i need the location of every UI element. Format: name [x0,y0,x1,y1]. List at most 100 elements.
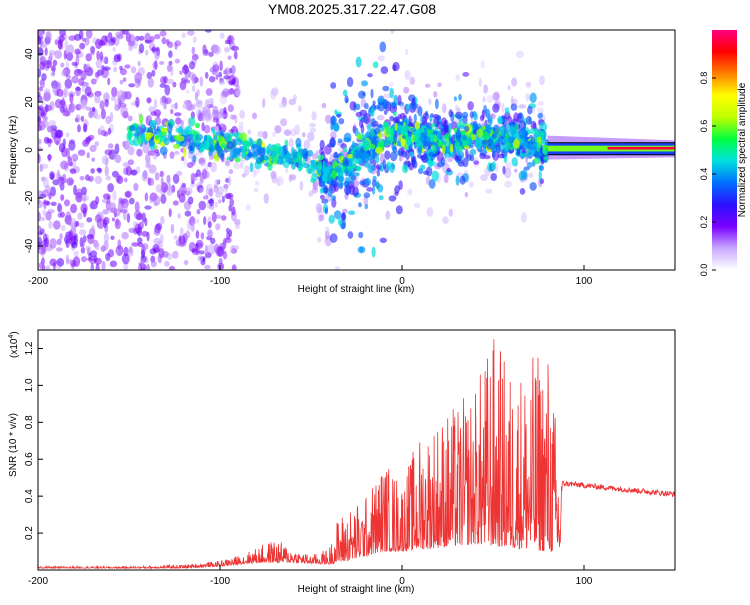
spectrogram-point [128,44,133,52]
spectrogram-point [81,256,87,263]
spectrogram-point [43,237,50,248]
spectrogram-point [402,163,409,174]
spectrogram-point [359,180,366,186]
spectrogram-point [409,127,416,133]
spectrogram-point [364,102,369,110]
spectrogram-point [298,161,304,171]
spectrogram-point [263,193,269,204]
spectrogram-point [519,188,526,195]
spectrogram-point [154,49,160,60]
spectrogram-point [425,83,431,88]
spectrogram-point [329,233,338,243]
spectrogram-point [529,182,537,191]
spectrogram-point [317,165,322,171]
spectrogram-point [443,139,451,147]
spectrogram-point [178,193,186,203]
spectrogram-point [70,203,78,214]
spectrogram-point [78,30,84,40]
spectrogram-y-tick-label: 40 [24,48,35,60]
spectrogram-point [290,128,297,137]
spectrogram-point [120,105,128,117]
spectrogram-point [233,162,241,170]
spectrogram-point [413,113,417,123]
spectrogram-point [60,160,69,170]
spectrogram-y-axis-label: Frequency (Hz) [8,116,19,185]
spectrogram-point [152,151,158,160]
spectrogram-point [478,77,483,87]
spectrogram-point [511,77,518,87]
spectrogram-point [309,127,317,133]
spectrogram-point [452,134,456,139]
spectrogram-point [442,216,449,225]
spectrogram-point [208,188,214,197]
spectrogram-point [205,111,213,122]
spectrogram-point [288,98,297,106]
spectrogram-point [216,190,221,196]
spectrogram-point [392,145,396,153]
spectrogram-point [57,178,64,187]
spectrogram-point [56,169,61,178]
spectrogram-point [121,30,129,35]
spectrogram-point [515,50,524,59]
spectrogram-point [355,165,362,172]
spectrogram-point [342,147,348,153]
spectrogram-point [39,261,44,270]
spectrogram-point [75,114,81,123]
spectrogram-point [241,145,246,157]
spectrogram-point [288,138,294,148]
spectrogram-point [309,122,316,128]
spectrogram-point [195,230,200,239]
spectrogram-point [536,141,541,153]
spectrogram-point [156,112,161,119]
spectrogram-point [169,266,174,270]
spectrogram-point [50,124,54,134]
spectrogram-point [149,120,158,127]
spectrogram-point [198,200,207,211]
spectrogram-points [38,30,675,270]
spectrogram-point [390,151,398,162]
spectrogram-point [218,80,225,86]
spectrogram-point [202,106,208,116]
spectrogram-point [38,111,41,118]
spectrogram-point [344,166,349,177]
spectrogram-point [256,138,262,149]
spectrogram-point [253,188,259,193]
spectrogram-point [231,264,237,270]
spectrogram-point [86,217,93,223]
spectrogram-point [94,141,100,147]
spectrogram-point [205,88,213,96]
spectrogram-point [94,114,101,120]
spectrogram-point [378,195,384,201]
spectrogram-point [128,83,136,88]
spectrogram-point [193,142,197,148]
spectrogram-point [224,67,230,77]
spectrogram-point [66,177,74,186]
spectrogram-point [429,113,433,123]
spectrogram-point [338,176,345,182]
spectrogram-point [208,51,214,57]
spectrogram-point [128,197,135,205]
spectrogram-point [371,246,376,258]
spectrogram-point [373,105,381,110]
spectrogram-point [84,86,92,97]
spectrogram-point [348,159,353,167]
spectrogram-point [131,242,140,247]
spectrogram-point [38,115,42,125]
spectrogram-point [492,103,500,113]
spectrogram-point [48,138,53,144]
spectrogram-point [49,258,57,267]
spectrogram-point [193,102,202,108]
spectrogram-point [419,164,426,171]
spectrogram-point [77,124,81,133]
spectrogram-point [172,143,181,149]
spectrogram-point [147,77,154,88]
spectrogram-point [177,213,181,219]
spectrogram-point [179,226,184,237]
spectrogram-point [111,86,118,98]
spectrogram-point [455,175,460,186]
spectrogram-point [168,60,173,66]
spectrogram-point [270,89,277,100]
spectrogram-point [119,68,127,76]
spectrogram-point [455,74,461,81]
